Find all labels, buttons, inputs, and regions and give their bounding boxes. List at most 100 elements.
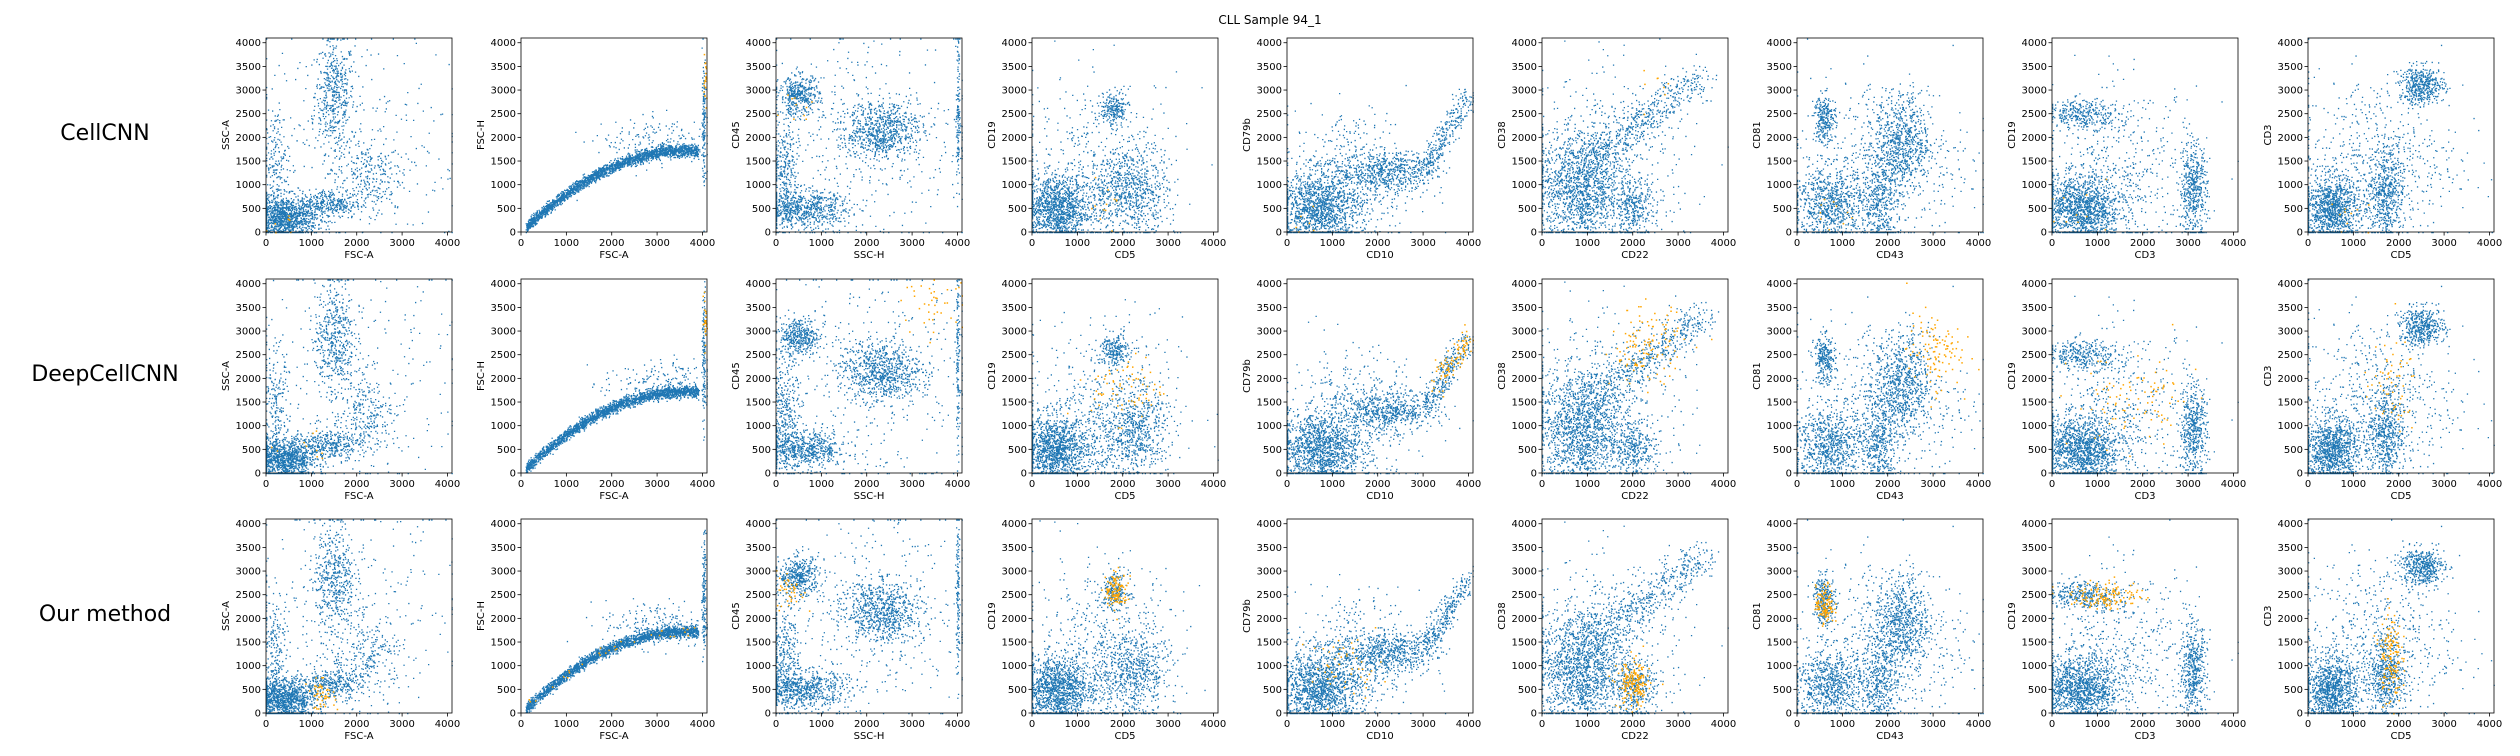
axes-frame bbox=[265, 518, 453, 714]
y-tick-label: 2000 bbox=[1257, 614, 1282, 625]
x-tick-label: 2000 bbox=[1620, 479, 1645, 490]
axes-frame bbox=[1541, 518, 1729, 714]
y-tick-label: 3500 bbox=[2022, 62, 2047, 73]
x-tick-label: 1000 bbox=[299, 238, 324, 249]
population-points bbox=[525, 38, 708, 234]
y-tick-label: 0 bbox=[510, 709, 516, 720]
y-tick-label: 3500 bbox=[1257, 62, 1282, 73]
axes-frame bbox=[1541, 37, 1729, 233]
y-tick-label: 1000 bbox=[1257, 421, 1282, 432]
y-tick-label: 2500 bbox=[1002, 350, 1027, 361]
y-tick-label: 3000 bbox=[1512, 86, 1537, 97]
y-tick-label: 0 bbox=[2297, 469, 2303, 480]
y-tick-label: 1500 bbox=[1767, 638, 1792, 649]
scatter-panel-r1-c6: 0 500 1000 1500 2000 2500 3000 3500 4000 0 1000 200… bbox=[1497, 37, 1736, 261]
y-tick-label: 2000 bbox=[1767, 133, 1792, 144]
x-tick-label: 3000 bbox=[1155, 479, 1180, 490]
y-tick-label: 2500 bbox=[1767, 590, 1792, 601]
y-tick-label: 1000 bbox=[1257, 661, 1282, 672]
y-tick-label: 2500 bbox=[1512, 350, 1537, 361]
y-tick-label: 4000 bbox=[2022, 519, 2047, 530]
y-tick-label: 3000 bbox=[2278, 86, 2303, 97]
y-tick-label: 500 bbox=[1263, 685, 1282, 696]
x-axis-label: CD10 bbox=[1366, 731, 1393, 742]
scatter-panel-r2-c5: 0 500 1000 1500 2000 2500 3000 3500 4000 0 1000 200… bbox=[1242, 278, 1481, 502]
y-tick-label: 4000 bbox=[746, 519, 771, 530]
y-tick-label: 3500 bbox=[2278, 62, 2303, 73]
y-tick-label: 2500 bbox=[1767, 350, 1792, 361]
y-tick-label: 4000 bbox=[2278, 38, 2303, 49]
axes-frame bbox=[2051, 278, 2239, 474]
y-tick-label: 2500 bbox=[746, 350, 771, 361]
y-tick-label: 4000 bbox=[236, 519, 261, 530]
y-tick-label: 3000 bbox=[1257, 327, 1282, 338]
x-tick-label: 0 bbox=[2305, 479, 2311, 490]
x-tick-label: 4000 bbox=[1201, 238, 1226, 249]
x-tick-label: 0 bbox=[1284, 479, 1290, 490]
x-tick-label: 0 bbox=[2305, 719, 2311, 730]
y-tick-label: 3500 bbox=[746, 62, 771, 73]
x-axis-label: FSC-A bbox=[599, 731, 628, 742]
y-tick-label: 1000 bbox=[236, 421, 261, 432]
y-tick-label: 3000 bbox=[2022, 327, 2047, 338]
x-tick-label: 4000 bbox=[945, 238, 970, 249]
x-tick-label: 1000 bbox=[1065, 479, 1090, 490]
y-tick-label: 2000 bbox=[1002, 614, 1027, 625]
y-tick-label: 500 bbox=[1518, 685, 1537, 696]
y-tick-label: 2500 bbox=[2022, 109, 2047, 120]
y-tick-label: 500 bbox=[1518, 204, 1537, 215]
y-tick-label: 1500 bbox=[2278, 157, 2303, 168]
x-tick-label: 1000 bbox=[299, 479, 324, 490]
y-tick-label: 1000 bbox=[1512, 661, 1537, 672]
y-tick-label: 2500 bbox=[2278, 590, 2303, 601]
x-tick-label: 1000 bbox=[809, 719, 834, 730]
x-axis-label: FSC-A bbox=[344, 731, 373, 742]
y-tick-label: 1000 bbox=[2278, 661, 2303, 672]
y-tick-label: 1500 bbox=[491, 157, 516, 168]
x-axis-label: CD22 bbox=[1621, 250, 1648, 261]
scatter-panel-r3-c5: 0 500 1000 1500 2000 2500 3000 3500 4000 0 1000 200… bbox=[1242, 518, 1481, 742]
x-axis-label: FSC-A bbox=[344, 491, 373, 502]
y-tick-label: 0 bbox=[510, 469, 516, 480]
population-points bbox=[776, 519, 963, 715]
y-tick-label: 4000 bbox=[1002, 279, 1027, 290]
y-tick-label: 2000 bbox=[236, 614, 261, 625]
y-axis-label: CD45 bbox=[731, 602, 742, 629]
y-tick-label: 500 bbox=[1773, 685, 1792, 696]
y-tick-label: 2500 bbox=[1512, 590, 1537, 601]
y-tick-label: 0 bbox=[255, 228, 261, 239]
y-tick-label: 3000 bbox=[1002, 567, 1027, 578]
axes-frame bbox=[1541, 278, 1729, 474]
y-tick-label: 500 bbox=[2284, 204, 2303, 215]
y-tick-label: 500 bbox=[2028, 204, 2047, 215]
y-tick-label: 1500 bbox=[1512, 638, 1537, 649]
axes-frame bbox=[1031, 518, 1219, 714]
y-tick-label: 2000 bbox=[491, 374, 516, 385]
y-tick-label: 0 bbox=[1021, 469, 1027, 480]
y-tick-label: 4000 bbox=[1002, 38, 1027, 49]
y-tick-label: 2500 bbox=[746, 109, 771, 120]
y-tick-label: 2500 bbox=[1257, 109, 1282, 120]
row-label-cellcnn: CellCNN bbox=[60, 121, 149, 146]
y-tick-label: 2500 bbox=[236, 350, 261, 361]
y-tick-label: 4000 bbox=[236, 279, 261, 290]
y-tick-label: 1000 bbox=[1512, 421, 1537, 432]
axes-frame bbox=[775, 518, 963, 714]
x-axis-label: CD43 bbox=[1876, 250, 1903, 261]
highlighted-cells bbox=[1067, 352, 1165, 430]
x-tick-label: 4000 bbox=[2477, 238, 2502, 249]
x-tick-label: 1000 bbox=[1065, 238, 1090, 249]
y-tick-label: 2500 bbox=[1512, 109, 1537, 120]
x-tick-label: 4000 bbox=[1456, 719, 1481, 730]
scatter-panels: 0 500 1000 1500 2000 2500 3000 3500 4000 0 1000 200… bbox=[221, 37, 2502, 742]
x-tick-label: 3000 bbox=[899, 719, 924, 730]
y-tick-label: 1000 bbox=[1512, 180, 1537, 191]
y-tick-label: 0 bbox=[255, 469, 261, 480]
y-tick-label: 500 bbox=[1518, 445, 1537, 456]
population-points bbox=[1797, 38, 1984, 234]
y-tick-label: 1500 bbox=[746, 398, 771, 409]
y-tick-label: 2500 bbox=[1257, 350, 1282, 361]
x-tick-label: 1000 bbox=[1575, 719, 1600, 730]
x-tick-label: 0 bbox=[518, 719, 524, 730]
